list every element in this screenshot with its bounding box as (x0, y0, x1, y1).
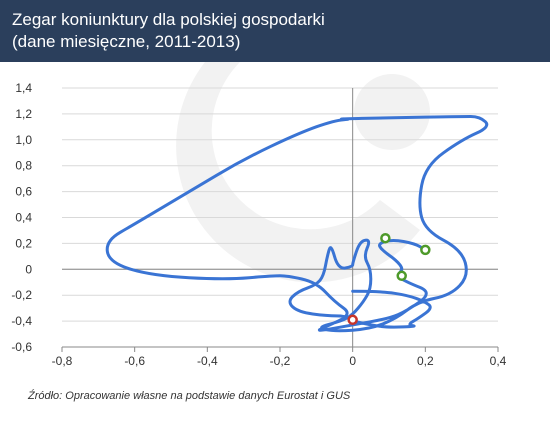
y-tick-label: -0,6 (11, 340, 32, 354)
title-line-1: Zegar koniunktury dla polskiej gospodark… (12, 10, 325, 29)
title-line-2: (dane miesięczne, 2011-2013) (12, 32, 241, 51)
point-marker-green (380, 232, 391, 244)
business-clock-chart: -0,6-0,4-0,200,20,40,60,81,01,21,4 -0,8-… (11, 62, 507, 368)
x-tick-label: -0,6 (124, 354, 145, 368)
y-tick-label: -0,4 (11, 314, 32, 328)
series-layer (105, 115, 489, 333)
y-tick-labels: -0,6 -0,4 -0,2 0 0,2 0,4 0,6 0,8 1,0 1,2 1,4 (11, 81, 32, 354)
marker-layer (347, 232, 431, 326)
y-gridlines (62, 87, 498, 348)
point-marker-red (347, 314, 358, 326)
x-tick-label: -0,2 (270, 354, 291, 368)
y-tick-label: 1,4 (15, 81, 32, 95)
x-tick-label: 0 (349, 354, 356, 368)
y-tick-label: 0 (25, 262, 32, 276)
x-tick-label: 0,4 (490, 354, 507, 368)
point-marker-green (420, 244, 431, 256)
y-tick-label: 0,6 (15, 185, 32, 199)
x-tick-label: 0,2 (417, 354, 434, 368)
decorative-watermark (176, 62, 430, 283)
header-banner: Zegar koniunktury dla polskiej gospodark… (0, 0, 550, 62)
y-tick-label: -0,2 (11, 288, 32, 302)
y-tick-label: 1,0 (15, 133, 32, 147)
y-tick-label: 0,4 (15, 211, 32, 225)
x-tick-label: -0,8 (52, 354, 73, 368)
point-marker-green (396, 270, 407, 282)
chart-title: Zegar koniunktury dla polskiej gospodark… (12, 9, 325, 53)
y-tick-label: 1,2 (15, 107, 32, 121)
y-tick-label: 0,8 (15, 159, 32, 173)
series-line (105, 115, 489, 333)
x-tick-labels: -0,8 -0,6 -0,4 -0,2 0 0,2 0,4 (52, 354, 507, 368)
source-note: Źródło: Opracowanie własne na podstawie … (28, 390, 351, 402)
y-tick-label: 0,2 (15, 236, 32, 250)
x-axis (61, 268, 499, 352)
x-tick-label: -0,4 (197, 354, 218, 368)
